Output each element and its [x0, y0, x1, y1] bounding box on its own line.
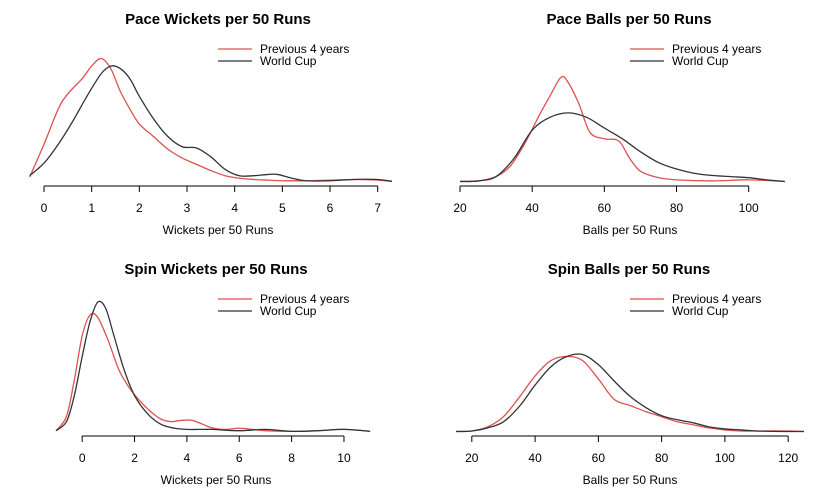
legend-label-previous: Previous 4 years: [672, 42, 761, 56]
panel-pace-wickets: Pace Wickets per 50 Runs Previous 4 year…: [29, 11, 393, 237]
panel-title: Pace Wickets per 50 Runs: [125, 11, 311, 28]
x-tick-label: 40: [525, 201, 539, 215]
plot-area: 0 2 4 6 8 10: [55, 300, 371, 465]
legend-label-previous: Previous 4 years: [672, 292, 761, 306]
legend-label-worldcup: World Cup: [260, 54, 317, 68]
series-line-world-cup: [29, 65, 393, 183]
legend-label-worldcup: World Cup: [672, 304, 729, 318]
series-line-world-cup: [459, 112, 785, 183]
series-line-world-cup: [55, 300, 371, 433]
series-line-previous-4-years: [55, 312, 371, 432]
x-tick-label: 20: [453, 201, 467, 215]
panel-title: Pace Balls per 50 Runs: [546, 11, 711, 28]
legend-label-previous: Previous 4 years: [260, 292, 349, 306]
series-line-world-cup: [455, 353, 805, 433]
x-tick-label: 0: [79, 451, 86, 465]
series-line-previous-4-years: [29, 57, 393, 183]
x-tick-label: 7: [374, 201, 381, 215]
legend: Previous 4 years World Cup: [630, 292, 761, 318]
legend-label-worldcup: World Cup: [672, 54, 729, 68]
x-tick-label: 20: [465, 451, 479, 465]
x-axis-label: Wickets per 50 Runs: [163, 223, 274, 237]
plot-area: 20 40 60 80 100: [453, 75, 785, 215]
x-tick-label: 5: [279, 201, 286, 215]
x-tick-label: 6: [327, 201, 334, 215]
x-axis-label: Wickets per 50 Runs: [161, 473, 272, 487]
legend: Previous 4 years World Cup: [218, 292, 349, 318]
legend-label-worldcup: World Cup: [260, 304, 317, 318]
series-line-previous-4-years: [459, 75, 785, 183]
x-tick-label: 4: [231, 201, 238, 215]
legend: Previous 4 years World Cup: [630, 42, 761, 68]
panel-spin-balls: Spin Balls per 50 Runs Previous 4 years …: [455, 261, 805, 487]
plot-area: 20 40 60 80 100 120: [455, 353, 805, 465]
panel-title: Spin Wickets per 50 Runs: [124, 261, 307, 278]
panel-pace-balls: Pace Balls per 50 Runs Previous 4 years …: [453, 11, 785, 237]
x-tick-label: 8: [288, 451, 295, 465]
x-tick-label: 120: [778, 451, 798, 465]
panel-title: Spin Balls per 50 Runs: [548, 261, 711, 278]
x-tick-label: 4: [184, 451, 191, 465]
x-tick-label: 6: [236, 451, 243, 465]
x-tick-label: 60: [598, 201, 612, 215]
x-tick-label: 2: [136, 201, 143, 215]
x-tick-label: 10: [337, 451, 351, 465]
x-tick-label: 3: [184, 201, 191, 215]
x-tick-label: 0: [41, 201, 48, 215]
x-tick-label: 40: [528, 451, 542, 465]
x-tick-label: 2: [131, 451, 138, 465]
x-tick-label: 80: [655, 451, 669, 465]
series-line-previous-4-years: [455, 355, 805, 433]
plot-area: 0 1 2 3 4 5 6 7: [29, 57, 393, 215]
legend: Previous 4 years World Cup: [218, 42, 349, 68]
panel-spin-wickets: Spin Wickets per 50 Runs Previous 4 year…: [55, 261, 371, 487]
x-tick-label: 100: [715, 451, 735, 465]
x-axis-label: Balls per 50 Runs: [583, 223, 678, 237]
legend-label-previous: Previous 4 years: [260, 42, 349, 56]
x-tick-label: 80: [670, 201, 684, 215]
x-axis-label: Balls per 50 Runs: [583, 473, 678, 487]
x-tick-label: 60: [592, 451, 606, 465]
x-tick-label: 1: [88, 201, 95, 215]
x-tick-label: 100: [739, 201, 759, 215]
